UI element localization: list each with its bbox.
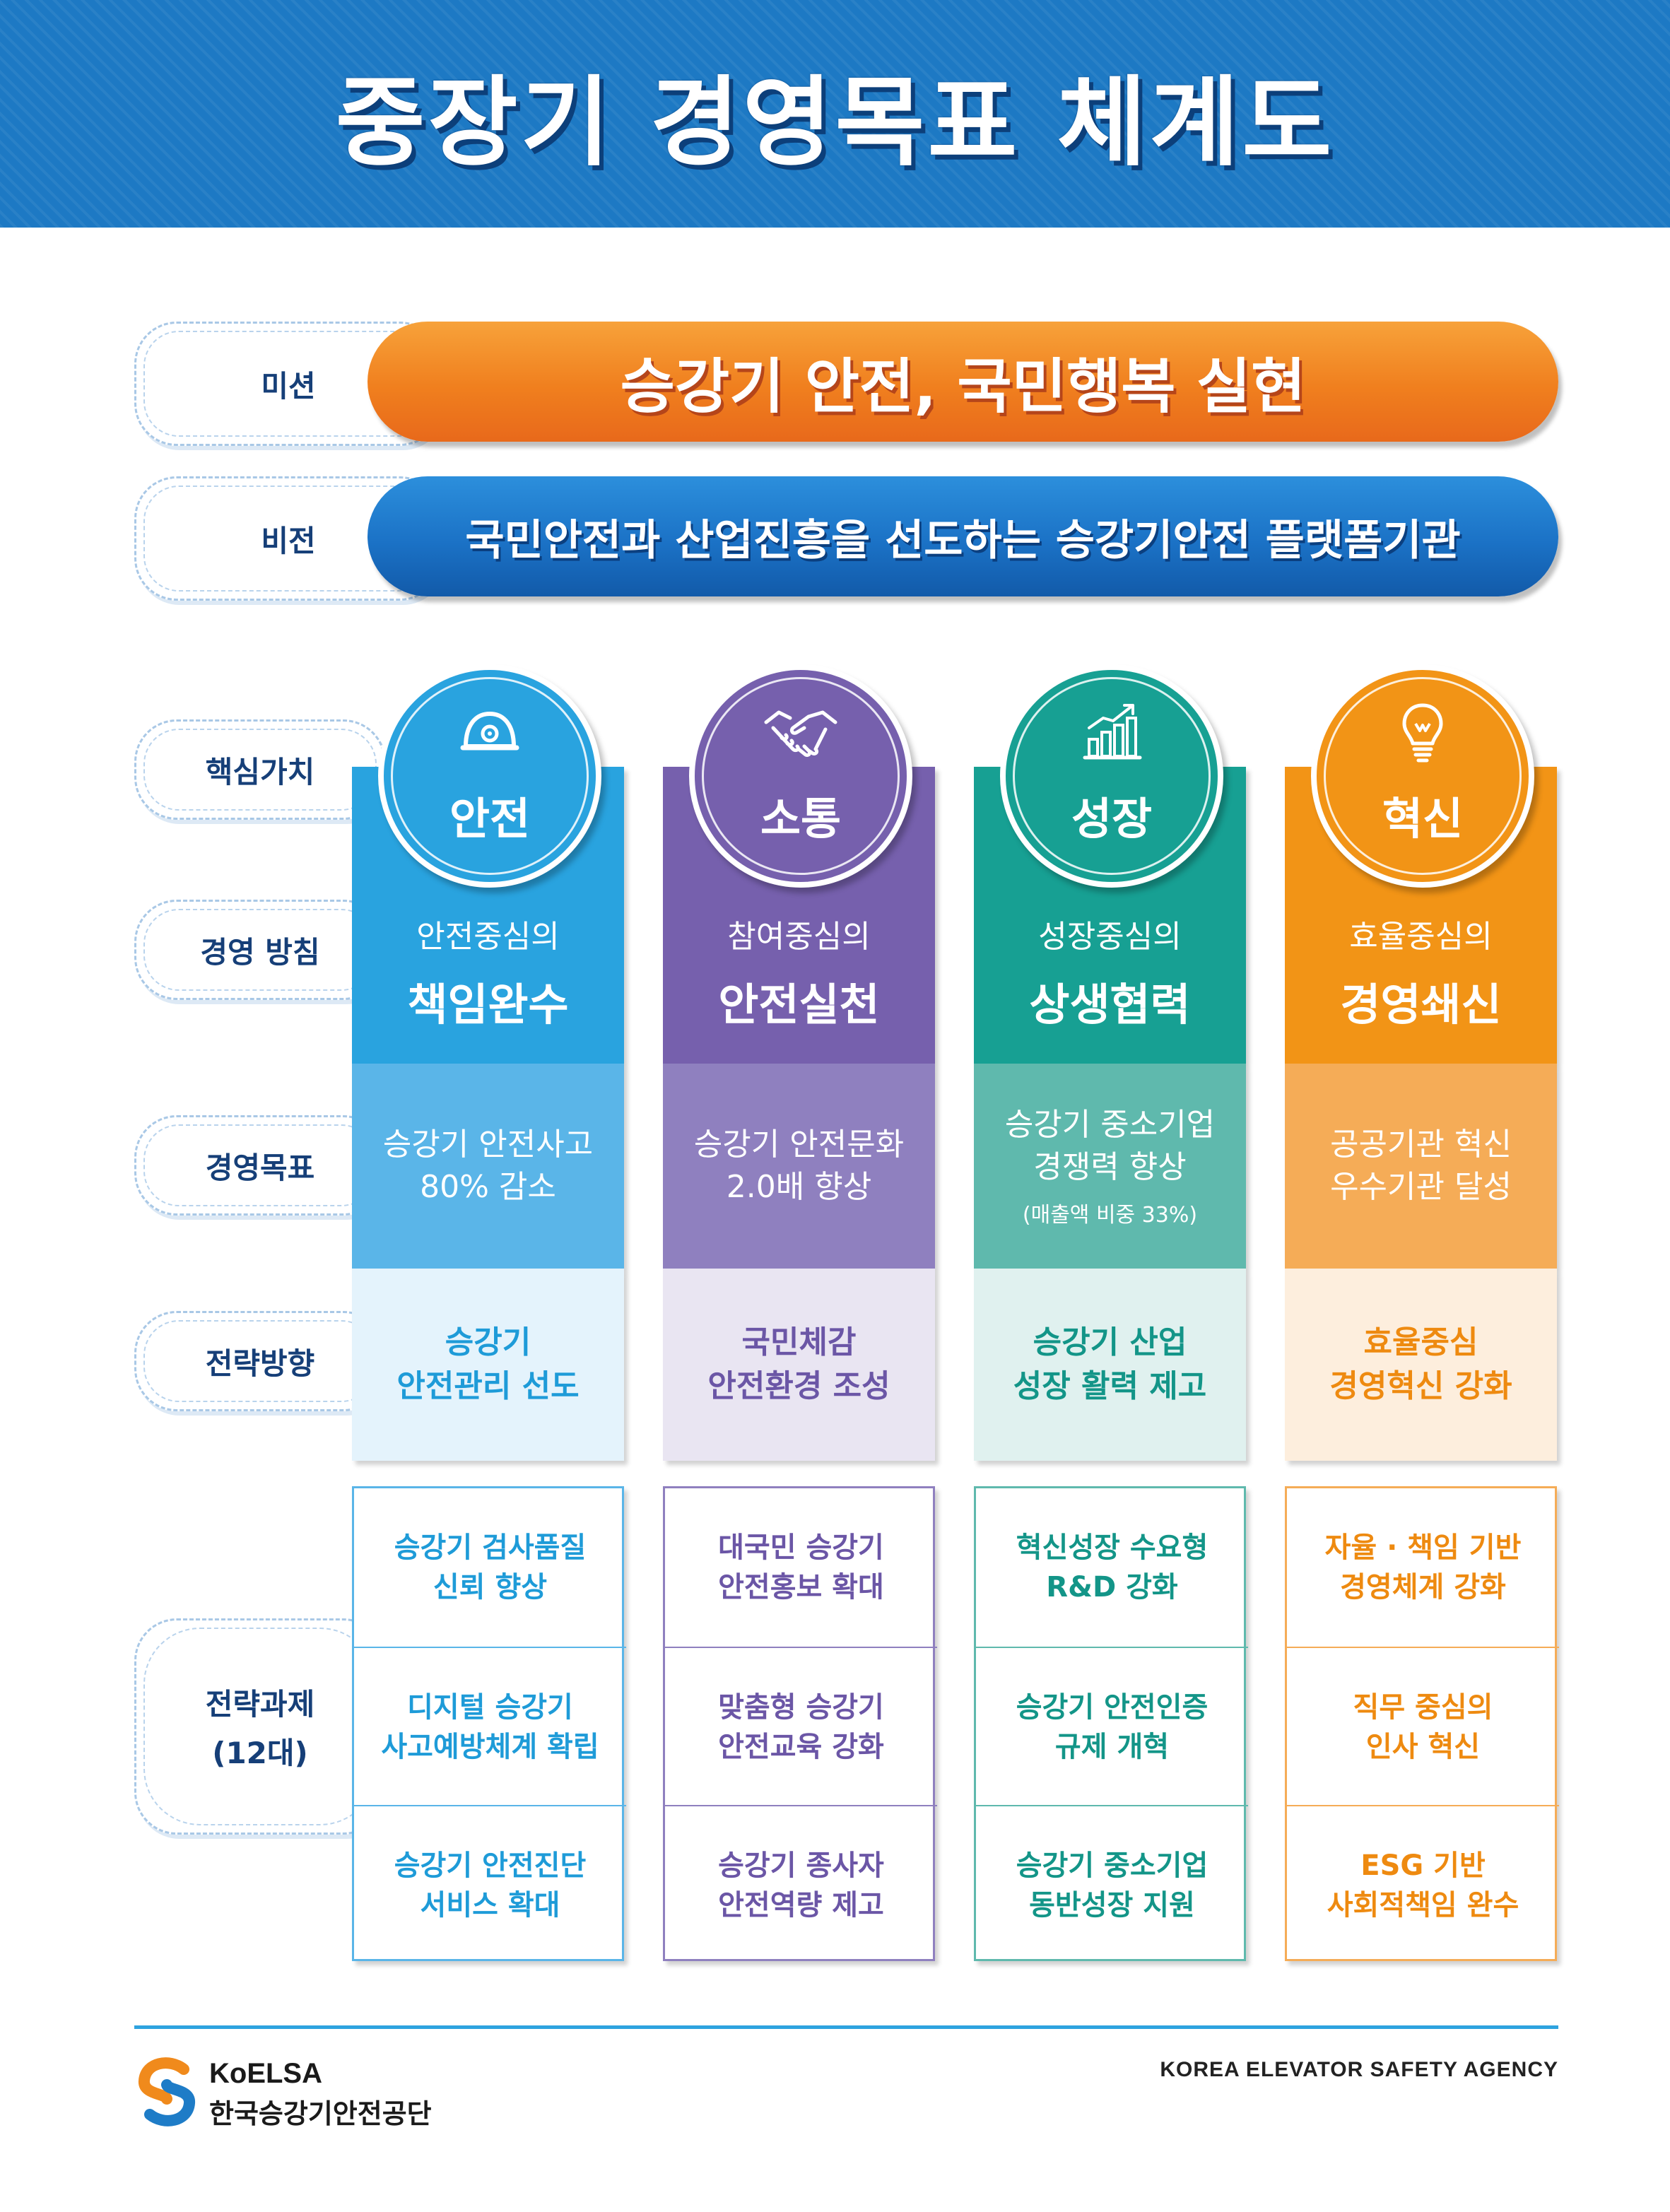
policy-title: 경영쇄신 xyxy=(1340,979,1502,1030)
core-value-circle-growth: 성장 xyxy=(1000,664,1223,888)
direction-line: 승강기 xyxy=(445,1324,531,1360)
mission-bar xyxy=(367,322,1558,442)
column-communication: 참여중심의 안전실천 승강기 안전문화 2.0배 향상 국민체감 안전환경 조성… xyxy=(663,767,937,1968)
vision-bar xyxy=(367,476,1558,596)
page-title: 중장기 경영목표 체계도 xyxy=(335,66,1335,180)
policy-subtitle: 효율중심의 xyxy=(1349,919,1493,955)
tasks-panel: 대국민 승강기 안전홍보 확대 맞춤형 승강기 안전교육 강화 승강기 종사자 안전역… xyxy=(663,1486,937,1961)
tasks-panel: 승강기 검사품질 신뢰 향상 디지털 승강기 사고예방체계 확립 승강기 안전진단 서… xyxy=(352,1486,626,1961)
column-growth: 성장중심의 상생협력 승강기 중소기업 경쟁력 향상 (매출액 비중 33%) … xyxy=(974,767,1248,1968)
policy-title: 상생협력 xyxy=(1029,979,1191,1030)
core-value-circle-safety: 안전 xyxy=(378,664,601,888)
goal-panel: 승강기 안전사고 80% 감소 xyxy=(352,1064,624,1269)
row-label-text: 전략방향 xyxy=(205,1346,315,1381)
goal-note: (매출액 비중 33%) xyxy=(1022,1203,1198,1228)
task-item: 대국민 승강기 안전홍보 확대 xyxy=(718,1531,884,1604)
policy-subtitle: 성장중심의 xyxy=(1038,919,1182,955)
direction-panel: 승강기 안전관리 선도 xyxy=(352,1269,624,1461)
core-value-label: 소통 xyxy=(760,793,842,845)
tasks-panel: 혁신성장 수요형 R&D 강화 승강기 안전인증 규제 개혁 승강기 중소기업 동반성… xyxy=(974,1486,1248,1961)
task-item: 승강기 안전인증 규제 개혁 xyxy=(976,1647,1248,1806)
direction-line: 안전환경 조성 xyxy=(707,1368,890,1404)
task-item: 승강기 검사품질 신뢰 향상 xyxy=(394,1531,587,1604)
koelsa-logo-icon xyxy=(139,2057,195,2126)
core-value-label: 혁신 xyxy=(1382,793,1464,845)
task-item: ESG 기반 사회적책임 완수 xyxy=(1287,1805,1559,1965)
direction-line: 효율중심 xyxy=(1363,1324,1478,1360)
goal-line: 승강기 중소기업 xyxy=(1004,1107,1216,1143)
direction-panel: 승강기 산업 성장 활력 제고 xyxy=(974,1269,1246,1461)
row-label-core-values: 핵심가치 xyxy=(134,719,386,820)
brand-korean-name: 한국승강기안전공단 xyxy=(209,2098,432,2129)
direction-line: 안전관리 선도 xyxy=(396,1368,580,1404)
direction-line: 경영혁신 강화 xyxy=(1329,1368,1512,1404)
goal-line: 승강기 안전문화 xyxy=(693,1126,905,1163)
lightbulb-icon xyxy=(1402,703,1443,763)
task-item: 승강기 종사자 안전역량 제고 xyxy=(665,1805,937,1965)
task-item: 혁신성장 수요형 R&D 강화 xyxy=(1016,1531,1209,1604)
row-label-goals: 경영목표 xyxy=(134,1115,386,1216)
row-label-directions: 전략방향 xyxy=(134,1311,386,1411)
helmet-icon xyxy=(460,712,519,751)
vision-label: 비전 xyxy=(261,523,316,558)
column-safety: 안전중심의 책임완수 승강기 안전사고 80% 감소 승강기 안전관리 선도 승… xyxy=(352,767,626,1968)
column-innovation: 효율중심의 경영쇄신 공공기관 혁신 우수기관 달성 효율중심 경영혁신 강화 … xyxy=(1285,767,1559,1968)
policy-title: 안전실천 xyxy=(718,979,880,1030)
policy-subtitle: 참여중심의 xyxy=(727,919,871,955)
task-item: 디지털 승강기 사고예방체계 확립 xyxy=(354,1647,626,1806)
header-banner xyxy=(0,0,1670,228)
goal-line: 경쟁력 향상 xyxy=(1033,1149,1187,1185)
footer-divider xyxy=(134,2025,1558,2029)
tasks-panel: 자율 · 책임 기반 경영체계 강화 직무 중심의 인사 혁신 ESG 기반 사회적책… xyxy=(1285,1486,1559,1961)
goal-line: 우수기관 달성 xyxy=(1330,1169,1512,1205)
row-label-text: 전략과제 xyxy=(205,1687,315,1722)
direction-line: 승강기 산업 xyxy=(1033,1324,1187,1360)
row-label-policy: 경영 방침 xyxy=(134,900,386,1000)
task-item: 자율 · 책임 기반 경영체계 강화 xyxy=(1324,1531,1522,1604)
task-item: 맞춤형 승강기 안전교육 강화 xyxy=(665,1647,937,1806)
handshake-icon xyxy=(764,710,837,757)
direction-line: 성장 활력 제고 xyxy=(1013,1368,1207,1404)
goal-line: 공공기관 혁신 xyxy=(1330,1126,1512,1163)
growth-chart-icon xyxy=(1083,704,1142,760)
mission-text: 승강기 안전, 국민행복 실현 xyxy=(620,351,1306,421)
goal-panel: 승강기 안전문화 2.0배 향상 xyxy=(663,1064,935,1269)
vision-text: 국민안전과 산업진흥을 선도하는 승강기안전 플랫폼기관 xyxy=(465,515,1461,565)
direction-line: 국민체감 xyxy=(741,1324,857,1360)
row-label-tasks: 전략과제 (12대) xyxy=(134,1618,386,1835)
brand-name: KoELSA xyxy=(209,2058,322,2089)
goal-panel: 승강기 중소기업 경쟁력 향상 (매출액 비중 33%) xyxy=(974,1064,1246,1269)
row-label-text: (12대) xyxy=(212,1736,308,1770)
goal-panel: 공공기관 혁신 우수기관 달성 xyxy=(1285,1064,1557,1269)
task-item: 승강기 안전진단 서비스 확대 xyxy=(354,1805,626,1965)
policy-subtitle: 안전중심의 xyxy=(416,919,560,955)
row-label-text: 경영목표 xyxy=(205,1150,315,1185)
goal-line: 승강기 안전사고 xyxy=(382,1126,594,1163)
goal-line: 80% 감소 xyxy=(420,1169,556,1205)
direction-panel: 국민체감 안전환경 조성 xyxy=(663,1269,935,1461)
task-item: 직무 중심의 인사 혁신 xyxy=(1287,1647,1559,1806)
core-value-circle-communication: 소통 xyxy=(689,664,912,888)
core-value-label: 안전 xyxy=(449,793,531,845)
row-label-text: 핵심가치 xyxy=(205,754,315,789)
row-label-text: 경영 방침 xyxy=(200,934,320,970)
task-item: 승강기 중소기업 동반성장 지원 xyxy=(976,1805,1248,1965)
direction-panel: 효율중심 경영혁신 강화 xyxy=(1285,1269,1557,1461)
agency-english-name: KOREA ELEVATOR SAFETY AGENCY xyxy=(1160,2058,1558,2081)
core-value-circle-innovation: 혁신 xyxy=(1311,664,1534,888)
policy-title: 책임완수 xyxy=(407,979,569,1030)
mission-label: 미션 xyxy=(261,368,316,404)
goal-line: 2.0배 향상 xyxy=(726,1169,872,1205)
core-value-label: 성장 xyxy=(1071,793,1153,845)
